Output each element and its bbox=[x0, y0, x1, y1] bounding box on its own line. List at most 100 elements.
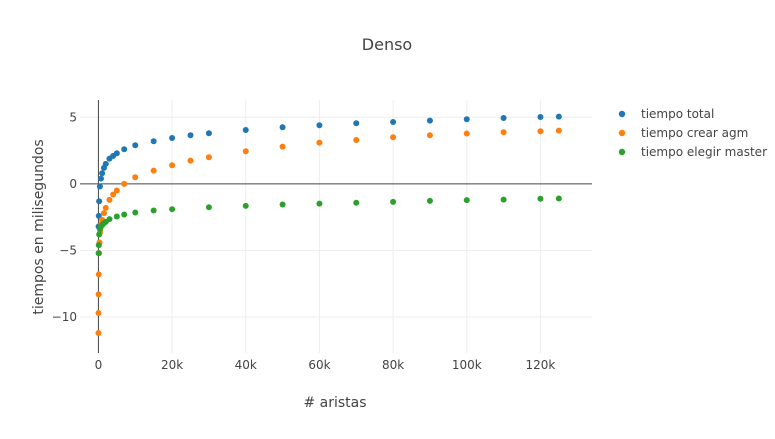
data-point[interactable] bbox=[187, 157, 194, 164]
x-tick-label: 120k bbox=[526, 358, 556, 372]
data-point[interactable] bbox=[110, 191, 117, 198]
data-point[interactable] bbox=[279, 143, 286, 150]
data-point[interactable] bbox=[205, 204, 212, 211]
data-point[interactable] bbox=[100, 210, 107, 217]
x-tick-label: 80k bbox=[382, 358, 404, 372]
data-point[interactable] bbox=[390, 134, 397, 141]
x-tick-label: 20k bbox=[161, 358, 183, 372]
x-tick-label: 100k bbox=[452, 358, 482, 372]
data-point[interactable] bbox=[96, 198, 103, 205]
data-point[interactable] bbox=[555, 113, 562, 120]
data-point[interactable] bbox=[96, 183, 103, 190]
legend-marker bbox=[618, 129, 626, 137]
data-point[interactable] bbox=[205, 154, 212, 161]
data-point[interactable] bbox=[316, 139, 323, 146]
data-point[interactable] bbox=[113, 213, 120, 220]
data-point[interactable] bbox=[113, 150, 120, 157]
data-point[interactable] bbox=[99, 170, 106, 177]
series-tiempo-crear-agm[interactable] bbox=[95, 127, 562, 337]
data-point[interactable] bbox=[242, 202, 249, 209]
data-point[interactable] bbox=[279, 124, 286, 131]
data-point[interactable] bbox=[463, 116, 470, 123]
data-point[interactable] bbox=[205, 130, 212, 137]
data-point[interactable] bbox=[106, 196, 113, 203]
data-point[interactable] bbox=[555, 127, 562, 134]
data-point[interactable] bbox=[500, 114, 507, 121]
series-tiempo-total[interactable] bbox=[95, 113, 562, 230]
legend-label: tiempo elegir master bbox=[641, 145, 767, 159]
x-axis-label: # aristas bbox=[303, 395, 366, 411]
data-point[interactable] bbox=[132, 142, 139, 149]
data-point[interactable] bbox=[426, 117, 433, 124]
data-point[interactable] bbox=[121, 146, 128, 153]
y-tick-label: −10 bbox=[52, 310, 77, 324]
data-point[interactable] bbox=[426, 132, 433, 139]
data-point[interactable] bbox=[150, 138, 157, 145]
data-point[interactable] bbox=[95, 291, 102, 298]
legend-item[interactable]: tiempo elegir master bbox=[618, 145, 767, 159]
data-point[interactable] bbox=[353, 199, 360, 206]
legend-item[interactable]: tiempo crear agm bbox=[618, 126, 748, 140]
data-point[interactable] bbox=[555, 195, 562, 202]
data-point[interactable] bbox=[500, 196, 507, 203]
data-point[interactable] bbox=[279, 201, 286, 208]
data-point[interactable] bbox=[113, 187, 120, 194]
data-point[interactable] bbox=[132, 209, 139, 216]
data-point[interactable] bbox=[537, 114, 544, 121]
data-point[interactable] bbox=[96, 231, 103, 238]
data-point[interactable] bbox=[537, 128, 544, 135]
data-point[interactable] bbox=[97, 175, 104, 182]
data-point[interactable] bbox=[121, 180, 128, 187]
data-point[interactable] bbox=[121, 211, 128, 218]
chart-title: Denso bbox=[362, 35, 412, 54]
legend-label: tiempo total bbox=[641, 107, 714, 121]
data-point[interactable] bbox=[102, 160, 109, 167]
data-point[interactable] bbox=[169, 206, 176, 213]
x-tick-label: 0 bbox=[95, 358, 103, 372]
data-point[interactable] bbox=[316, 122, 323, 129]
data-point[interactable] bbox=[316, 200, 323, 207]
data-point[interactable] bbox=[150, 167, 157, 174]
data-point[interactable] bbox=[95, 250, 102, 257]
data-point[interactable] bbox=[353, 120, 360, 127]
series-tiempo-elegir-master[interactable] bbox=[95, 195, 562, 257]
data-point[interactable] bbox=[106, 216, 113, 223]
data-point[interactable] bbox=[426, 197, 433, 204]
y-tick-label: 0 bbox=[69, 177, 77, 191]
data-point[interactable] bbox=[390, 118, 397, 125]
data-point[interactable] bbox=[390, 198, 397, 205]
legend[interactable]: tiempo total tiempo crear agm tiempo elegi… bbox=[618, 107, 767, 159]
data-point[interactable] bbox=[187, 132, 194, 139]
legend-item[interactable]: tiempo total bbox=[618, 107, 715, 121]
data-point[interactable] bbox=[102, 204, 109, 211]
data-point[interactable] bbox=[463, 130, 470, 137]
grid-layer bbox=[80, 100, 592, 353]
marks-layer[interactable] bbox=[95, 113, 562, 337]
data-point[interactable] bbox=[95, 212, 102, 219]
data-point[interactable] bbox=[537, 195, 544, 202]
data-point[interactable] bbox=[95, 271, 102, 278]
data-point[interactable] bbox=[132, 174, 139, 181]
legend-marker bbox=[618, 148, 626, 156]
data-point[interactable] bbox=[150, 207, 157, 214]
data-point[interactable] bbox=[500, 129, 507, 136]
data-point[interactable] bbox=[353, 136, 360, 143]
legend-label: tiempo crear agm bbox=[641, 126, 748, 140]
data-point[interactable] bbox=[242, 126, 249, 133]
data-point[interactable] bbox=[463, 197, 470, 204]
x-tick-label: 60k bbox=[308, 358, 330, 372]
y-axis-label: tiempos en milisegundos bbox=[31, 139, 47, 314]
data-point[interactable] bbox=[95, 310, 102, 317]
data-point[interactable] bbox=[169, 162, 176, 169]
data-point[interactable] bbox=[95, 242, 102, 249]
data-point[interactable] bbox=[242, 148, 249, 155]
data-point[interactable] bbox=[95, 330, 102, 337]
data-point[interactable] bbox=[169, 134, 176, 141]
zero-lines bbox=[80, 100, 592, 353]
x-tick-label: 40k bbox=[235, 358, 257, 372]
tick-labels: 0 20k 40k 60k 80k 100k 120k −10 −5 0 5 bbox=[52, 110, 556, 372]
y-tick-label: −5 bbox=[59, 243, 77, 257]
legend-marker bbox=[618, 110, 626, 118]
